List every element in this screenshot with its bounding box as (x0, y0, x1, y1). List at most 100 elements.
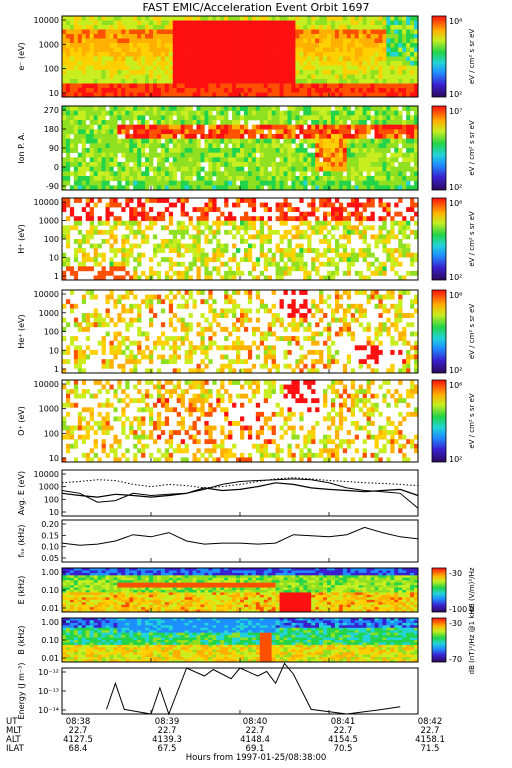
y-tick-label: 10⁻¹² (38, 668, 59, 677)
y-tick-label: 10 (49, 508, 59, 517)
y-tick-label: 90 (49, 144, 59, 153)
colorbar-gradient (431, 379, 447, 463)
heatmap-cells (62, 16, 419, 98)
panel-e-field-spectrogram: 1.00 0.10 0.01 E (kHz) -30 -100 dB (V/m)²/Hz (17, 567, 476, 614)
colorbar-label: eV / cm² s sr eV (468, 211, 476, 267)
plot-area (62, 668, 418, 714)
colorbar-label: eV / cm² s sr eV (468, 120, 476, 176)
panel-ion-pitch-angle: 270 180 90 0 -90 Ion P. A. 10⁷ 10² eV / cm² s sr… (17, 105, 476, 192)
colorbar-min-label: 10² (449, 183, 462, 192)
tick-ilat: 70.5 (333, 744, 353, 754)
colorbar: -30 -100 dB (V/m)²/Hz (431, 567, 476, 614)
y-tick-labels: 10000 1000 100 10 1 (34, 290, 66, 374)
y-tick-label: 10 (49, 254, 59, 263)
y-tick-label: 1000 (39, 40, 59, 49)
tick-alt: 4148.4 (240, 735, 270, 745)
tick-ut: 08:40 (242, 717, 268, 727)
y-tick-labels: 10000 1000 100 10 (34, 16, 66, 98)
panel-poynting-energy: 10⁻¹² 10⁻¹³ 10⁻¹⁴ Energy (J m⁻³) (17, 662, 419, 719)
y-tick-label: 1.00 (41, 568, 59, 577)
line-series (61, 526, 419, 546)
tick-mlt: 22.7 (245, 726, 265, 736)
heatmap-cells (62, 618, 419, 663)
tick-ilat: 68.4 (68, 744, 88, 754)
plot-area (62, 520, 418, 562)
y-axis-label: E (kHz) (17, 576, 26, 605)
series-line-0 (106, 662, 401, 716)
panel-average-energy: 10000 1000 100 10 Avg. E (eV) (17, 469, 419, 517)
y-tick-label: 0.10 (41, 636, 59, 645)
y-tick-label: 1000 (39, 483, 59, 492)
y-tick-label: 10000 (34, 380, 59, 389)
colorbar-gradient (431, 105, 447, 191)
heatmap-cells (62, 568, 419, 613)
figure-title: FAST EMIC/Acceleration Event Orbit 1697 (143, 1, 370, 14)
colorbar-label: eV / cm² s sr eV (468, 393, 476, 449)
series-line-0 (61, 478, 419, 509)
panel-he-plus-energy: 10000 1000 100 10 1 He⁺ (eV) 10⁶ 10² eV / cm² s … (17, 289, 476, 375)
y-tick-label: -90 (46, 182, 59, 191)
colorbar-max-label: -30 (449, 619, 462, 628)
panel-h-plus-energy: 10000 1000 100 10 1 H⁺ (eV) 10⁶ 10² eV / cm² s s… (17, 197, 476, 282)
tick-alt: 4139.3 (152, 735, 182, 745)
tick-ut: 08:38 (65, 717, 91, 727)
heatmap-cells (62, 106, 419, 191)
y-tick-label: 270 (44, 106, 59, 115)
y-tick-label: 10000 (34, 198, 59, 207)
tick-ilat: 71.5 (420, 744, 440, 754)
x-axis-column: 08:38 22.7 4127.5 68.4 (58, 718, 98, 754)
y-tick-label: 1000 (39, 405, 59, 414)
y-tick-labels: 10000 1000 100 10 1 (34, 198, 66, 281)
x-axis-column: 08:41 22.7 4154.5 70.5 (323, 718, 363, 754)
heatmap-cells (62, 380, 419, 463)
y-tick-label: 10000 (34, 470, 59, 479)
y-tick-labels: 10000 1000 100 10 (34, 470, 66, 517)
y-tick-labels: 270 180 90 0 -90 (44, 106, 66, 191)
series-line-0 (61, 526, 419, 546)
y-tick-label: 100 (44, 235, 59, 244)
line-series (106, 662, 401, 716)
tick-mlt: 22.7 (420, 726, 440, 736)
y-axis-label: O⁺ (eV) (17, 406, 26, 436)
y-tick-label: 1000 (39, 309, 59, 318)
colorbar-min-label: 10² (449, 90, 462, 99)
row-label-mlt: MLT (6, 726, 23, 736)
y-axis-label: B (kHz) (17, 625, 26, 654)
colorbar-label: eV / cm² s sr eV (468, 29, 476, 85)
y-axis-label: Avg. E (eV) (17, 471, 26, 515)
y-axis-label: He⁺ (eV) (17, 314, 26, 348)
row-label-alt: ALT (6, 735, 21, 745)
colorbar-gradient (431, 197, 447, 281)
colorbar-max-label: 10⁶ (449, 381, 462, 390)
x-axis-column: 08:40 22.7 4148.4 69.1 (235, 718, 275, 754)
y-tick-label: 100 (44, 429, 59, 438)
series-line-2 (61, 477, 419, 489)
y-tick-label: 10 (49, 454, 59, 463)
y-tick-label: 1 (54, 365, 59, 374)
tick-ilat: 69.1 (245, 744, 265, 754)
colorbar-gradient (431, 567, 447, 613)
y-tick-labels: 10000 1000 100 10 (34, 380, 66, 463)
panel-b-field-spectrogram: 1.00 0.10 0.01 B (kHz) -30 -70 dB (nT)²/Hz @1 … (17, 605, 476, 674)
colorbar: -30 -70 dB (nT)²/Hz @1 kHz (431, 605, 476, 674)
tick-ilat: 67.5 (157, 744, 177, 754)
y-axis-label: Ion P. A. (17, 132, 26, 163)
y-tick-label: 100 (44, 328, 59, 337)
x-axis-column: 08:39 22.7 4139.3 67.5 (147, 718, 187, 754)
colorbar-min-label: -100 (449, 605, 467, 614)
y-tick-label: 0.15 (41, 531, 59, 540)
series-line-1 (61, 482, 419, 498)
tick-alt: 4154.5 (328, 735, 358, 745)
tick-ut: 08:39 (154, 717, 180, 727)
tick-alt: 4127.5 (63, 735, 93, 745)
colorbar-label: dB (V/m)²/Hz (468, 567, 476, 612)
colorbar: 10⁶ 10² eV / cm² s sr eV (431, 379, 476, 464)
heatmap-cells (62, 198, 419, 281)
y-tick-label: 0 (54, 163, 59, 172)
tick-mlt: 22.7 (157, 726, 177, 736)
colorbar-min-label: 10² (449, 455, 462, 464)
tick-alt: 4158.1 (415, 735, 445, 745)
y-tick-label: 100 (44, 65, 59, 74)
colorbar-min-label: -70 (449, 655, 462, 664)
